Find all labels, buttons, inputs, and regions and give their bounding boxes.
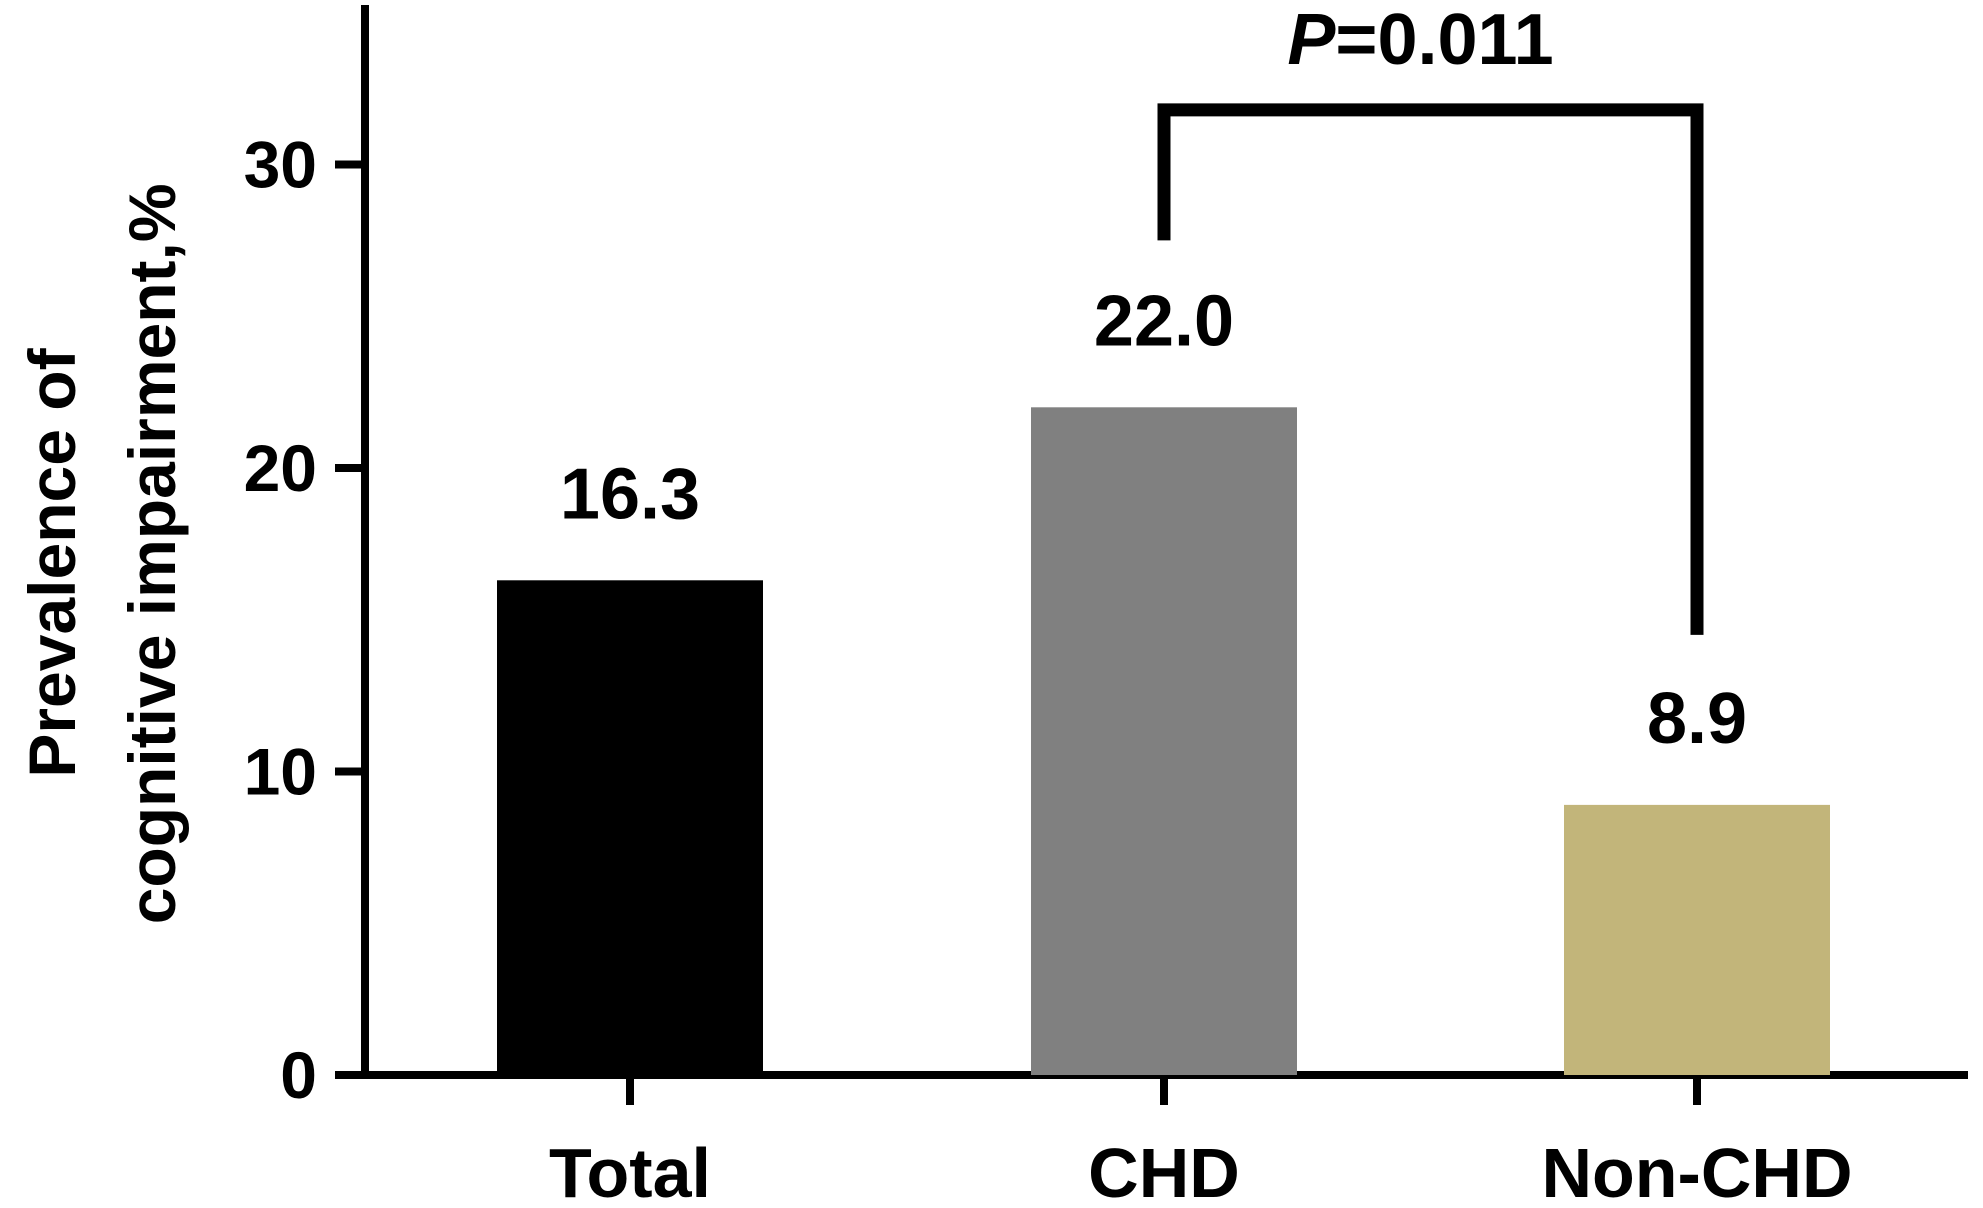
y-tick-label-30: 30 xyxy=(244,128,317,202)
bars xyxy=(497,407,1830,1075)
bar-non-chd xyxy=(1564,804,1830,1075)
x-tick-label-chd: CHD xyxy=(1088,1134,1240,1208)
value-label-non-chd: 8.9 xyxy=(1647,679,1747,759)
significance-annotation xyxy=(1157,103,1704,635)
labels: 16.3 22.0 8.9 0 10 20 30 Total CHD Non-CHD xyxy=(244,128,1853,1208)
p-value-label: P=0.011 xyxy=(1287,0,1553,80)
y-axis-label: Prevalence of cognitive impairment,% xyxy=(15,183,189,924)
y-axis-label-line2: cognitive impairment,% xyxy=(115,183,189,924)
x-tick-label-total: Total xyxy=(549,1134,711,1208)
bar-chd xyxy=(1031,407,1297,1075)
bar-total xyxy=(497,580,763,1075)
y-axis-label-line1: Prevalence of xyxy=(15,347,89,777)
y-tick-label-0: 0 xyxy=(280,1038,317,1112)
significance-bracket xyxy=(1157,103,1704,635)
value-label-chd: 22.0 xyxy=(1094,281,1234,361)
p-value-number: =0.011 xyxy=(1335,0,1553,80)
value-label-total: 16.3 xyxy=(560,454,700,534)
y-tick-label-10: 10 xyxy=(244,735,317,809)
p-value-prefix: P xyxy=(1287,0,1336,80)
x-tick-label-non-chd: Non-CHD xyxy=(1541,1134,1852,1208)
y-tick-label-20: 20 xyxy=(244,431,317,505)
